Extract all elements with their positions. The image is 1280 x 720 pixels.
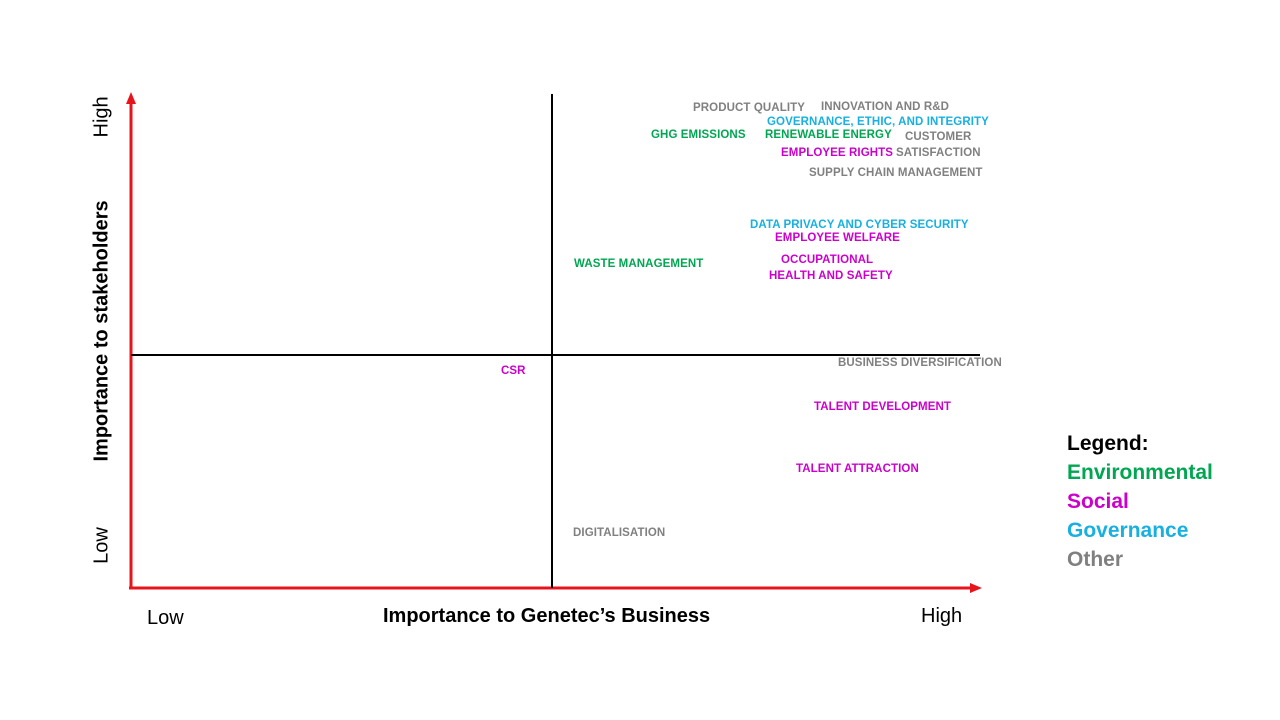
topic-employee-welfare: EMPLOYEE WELFARE xyxy=(775,232,900,244)
topic-governance-ethics-integrity: GOVERNANCE, ETHIC, AND INTEGRITY xyxy=(767,116,989,128)
y-axis-arrowhead xyxy=(126,92,136,104)
topic-csr: CSR xyxy=(501,365,526,377)
topic-occupational-health-safety-line1: OCCUPATIONAL xyxy=(781,254,874,266)
legend: Legend: Environmental Social Governance … xyxy=(1067,429,1213,574)
topic-product-quality: PRODUCT QUALITY xyxy=(693,102,806,114)
topic-business-diversification: BUSINESS DIVERSIFICATION xyxy=(838,357,1002,369)
topic-occupational-health-safety-line2: HEALTH AND SAFETY xyxy=(769,270,893,282)
legend-environmental: Environmental xyxy=(1067,461,1213,484)
topic-waste-management: WASTE MANAGEMENT xyxy=(574,258,704,270)
y-axis-high-label: High xyxy=(90,96,113,138)
topic-data-privacy-cyber-security: DATA PRIVACY AND CYBER SECURITY xyxy=(750,219,969,231)
x-axis-arrowhead xyxy=(970,583,982,593)
x-axis-title: Importance to Genetec’s Business xyxy=(383,605,711,627)
topic-digitalisation: DIGITALISATION xyxy=(573,527,666,539)
topic-talent-attraction: TALENT ATTRACTION xyxy=(796,463,919,475)
topic-talent-development: TALENT DEVELOPMENT xyxy=(814,401,952,413)
legend-title: Legend: xyxy=(1067,432,1149,455)
legend-other: Other xyxy=(1067,548,1124,571)
topic-ghg-emissions: GHG EMISSIONS xyxy=(651,129,746,141)
topic-employee-rights: EMPLOYEE RIGHTS xyxy=(781,147,894,159)
topic-supply-chain-management: SUPPLY CHAIN MANAGEMENT xyxy=(809,167,983,179)
y-axis-title: Importance to stakeholders xyxy=(90,200,113,462)
y-axis-low-label: Low xyxy=(90,527,113,564)
legend-governance: Governance xyxy=(1067,519,1189,542)
x-axis-low-label: Low xyxy=(147,607,184,629)
topic-renewable-energy: RENEWABLE ENERGY xyxy=(765,129,892,141)
legend-social: Social xyxy=(1067,490,1129,513)
topic-innovation-rd: INNOVATION AND R&D xyxy=(821,101,950,113)
topic-customer-satisfaction-line2: SATISFACTION xyxy=(896,147,981,159)
x-axis-high-label: High xyxy=(921,605,963,627)
topic-customer-satisfaction-line1: CUSTOMER xyxy=(905,131,972,143)
